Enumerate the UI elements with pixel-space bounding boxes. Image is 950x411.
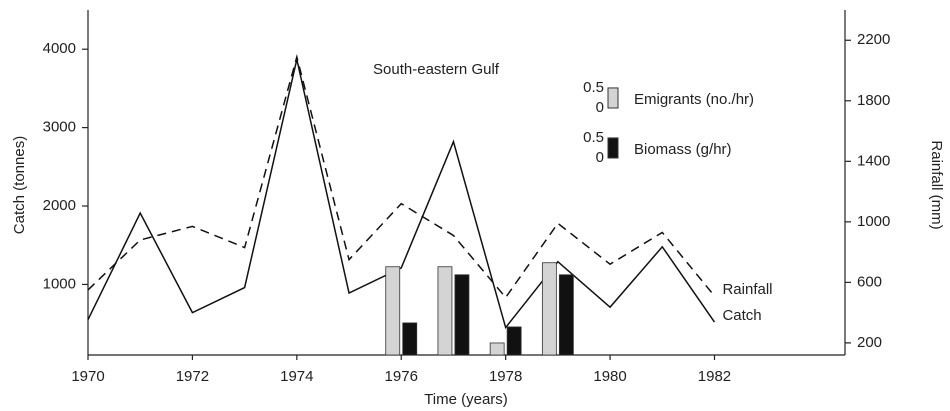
bar [437, 266, 453, 356]
line [87, 53, 716, 299]
chart-title: South-eastern Gulf [373, 61, 500, 78]
x-axis-label: Time (years) [424, 391, 508, 408]
x-tick-label: 1980 [593, 368, 626, 385]
legend-scale-label: 0.5 [583, 129, 604, 146]
legend-scale-label: 0 [596, 99, 604, 116]
y-axis-label: Catch (tonnes) [11, 136, 28, 234]
y2-tick-label: 200 [857, 334, 882, 351]
x-tick-label: 1970 [71, 368, 104, 385]
y-tick-label: 2000 [43, 197, 76, 214]
y-tick-label: 1000 [43, 275, 76, 292]
x-tick-label: 1972 [176, 368, 209, 385]
x-tick-label: 1978 [489, 368, 522, 385]
bar [541, 262, 557, 356]
legend-swatch [607, 87, 619, 109]
line-label: Catch [722, 307, 761, 324]
y-tick-label: 4000 [43, 40, 76, 57]
legend-label: Emigrants (no./hr) [634, 91, 754, 108]
bar [454, 274, 470, 356]
bar [385, 266, 401, 356]
y2-tick-label: 1400 [857, 152, 890, 169]
y2-tick-label: 1000 [857, 213, 890, 230]
y-tick-label: 3000 [43, 119, 76, 136]
bar [558, 274, 574, 356]
y2-tick-label: 600 [857, 273, 882, 290]
line-label: Rainfall [722, 281, 772, 298]
legend-swatch [607, 137, 619, 159]
y2-tick-label: 2200 [857, 31, 890, 48]
bar [489, 342, 505, 356]
y2-axis-label: Rainfall (mm) [928, 140, 945, 229]
y2-tick-label: 1800 [857, 92, 890, 109]
legend-scale-label: 0 [596, 149, 604, 166]
x-tick-label: 1974 [280, 368, 313, 385]
bar [506, 326, 522, 356]
legend-label: Biomass (g/hr) [634, 141, 732, 158]
legend-scale-label: 0.5 [583, 79, 604, 96]
x-tick-label: 1976 [385, 368, 418, 385]
x-tick-label: 1982 [698, 368, 731, 385]
line [87, 59, 716, 330]
bar [402, 322, 418, 356]
